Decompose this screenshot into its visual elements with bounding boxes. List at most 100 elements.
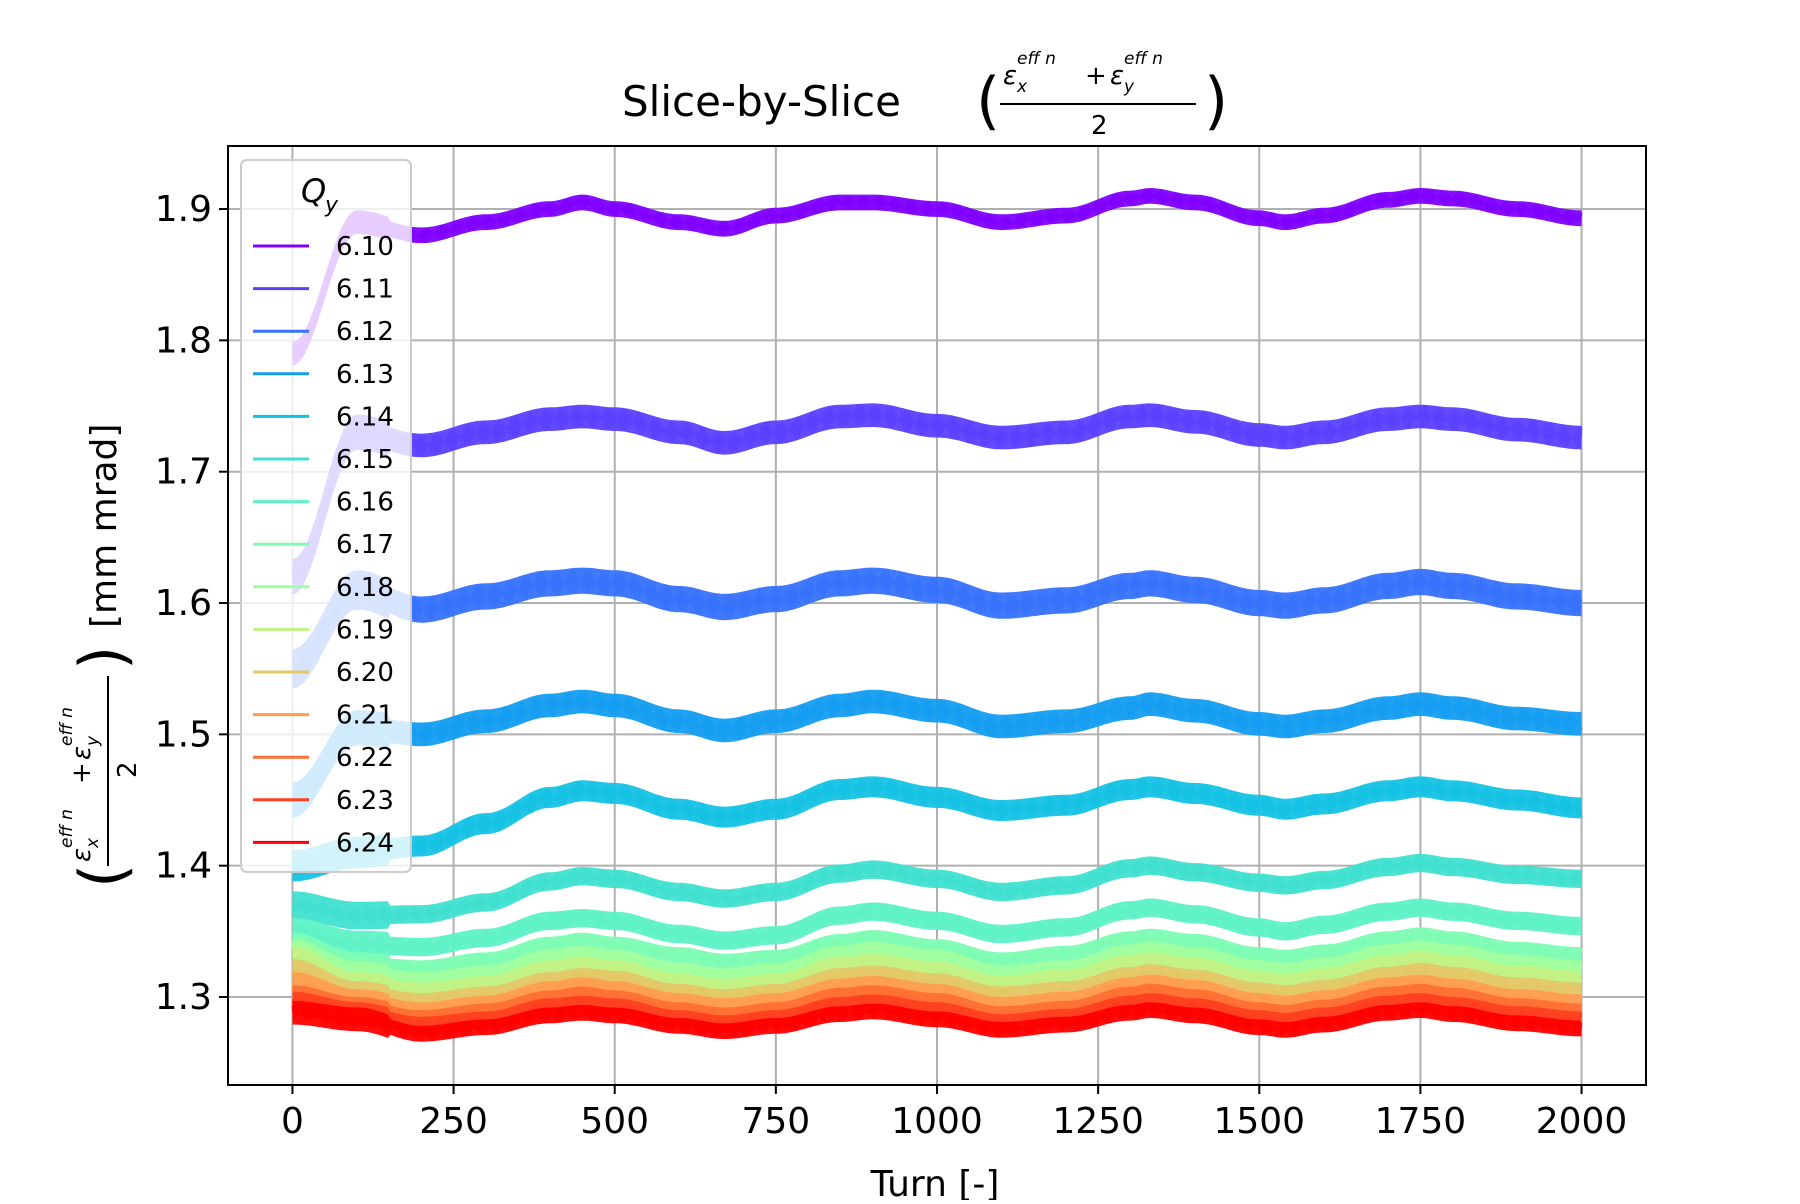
x-tick-label: 0 [281, 1101, 304, 1142]
legend-label: 6.21 [336, 701, 394, 731]
chart-title: Slice-by-Slice ( ε x eff n + ε y eff n 2… [622, 49, 1228, 141]
chart-title-text: Slice-by-Slice [622, 77, 901, 126]
y-tick-label: 1.5 [155, 714, 212, 755]
title-fraction-denominator: 2 [1091, 111, 1108, 141]
y-tick-label: 1.7 [155, 452, 212, 493]
legend-label: 6.10 [336, 232, 394, 262]
series-6.15 [291, 853, 1583, 930]
series-line [291, 963, 1583, 1008]
x-tick-label: 1250 [1052, 1101, 1144, 1142]
y-tick-label: 1.4 [155, 846, 212, 887]
legend-item: 6.12 [253, 317, 394, 347]
legend-label: 6.22 [336, 743, 394, 773]
legend-item: 6.23 [253, 786, 394, 816]
series-band [292, 403, 1582, 595]
series-line [291, 854, 1583, 924]
legend-item: 6.16 [253, 488, 394, 518]
legend-item: 6.10 [253, 232, 394, 262]
title-paren-close: ) [1204, 64, 1228, 137]
series-line [291, 189, 1583, 358]
ylabel-denominator: 2 [113, 761, 143, 778]
legend-item: 6.11 [253, 275, 394, 305]
legend-label: 6.17 [336, 530, 394, 560]
legend-title-sub: y [324, 193, 339, 218]
legend-item: 6.14 [253, 402, 394, 432]
legend-box [240, 159, 412, 873]
x-tick-label: 500 [580, 1101, 649, 1142]
x-tick-label: 1500 [1213, 1101, 1305, 1142]
title-sup-y: eff n [1124, 49, 1163, 69]
legend: Qy 6.10 6.11 6.12 6.13 6.14 6.15 6.16 6.17 6.18 6.… [240, 159, 412, 873]
axis-ticks: 0 250 500 750 1000 1250 1500 1750 2000 1.3 1.4 1.5 1… [155, 189, 1628, 1142]
series-line [291, 1003, 1583, 1041]
series-line [292, 690, 1583, 809]
series-line [291, 951, 1583, 998]
legend-item: 6.15 [253, 445, 394, 475]
series-line [291, 404, 1583, 587]
series-6.14 [291, 776, 1583, 882]
legend-item: 6.18 [253, 573, 394, 603]
title-sub-y: y [1123, 77, 1135, 97]
legend-title: Q [301, 172, 326, 210]
title-fraction-numerator: ε x eff n + ε y eff n [1003, 49, 1163, 97]
ylabel-plus: + [67, 762, 97, 784]
x-tick-label: 1750 [1375, 1101, 1467, 1142]
legend-label: 6.15 [336, 445, 394, 475]
x-tick-label: 750 [742, 1101, 811, 1142]
ylabel-sup-x: eff n [57, 809, 77, 848]
legend-item: 6.21 [253, 701, 394, 731]
ylabel-unit: [mm mrad] [84, 424, 125, 628]
series-6.11 [291, 403, 1583, 595]
y-tick-label: 1.3 [155, 977, 212, 1018]
series-line [291, 899, 1583, 956]
ylabel-eps-x: ε [67, 848, 97, 862]
legend-label: 6.11 [336, 275, 394, 305]
ylabel-paren-open: ( [66, 864, 139, 888]
title-sub-x: x [1016, 77, 1028, 97]
series-6.16 [291, 898, 1583, 960]
title-paren-open: ( [976, 64, 1000, 137]
legend-label: 6.14 [336, 402, 394, 432]
x-tick-label: 1000 [891, 1101, 983, 1142]
x-tick-label: 250 [419, 1101, 488, 1142]
series-6.24 [291, 1000, 1583, 1042]
legend-item: 6.24 [253, 828, 394, 858]
legend-label: 6.13 [336, 360, 394, 390]
plot-series [291, 188, 1583, 1042]
legend-item: 6.13 [253, 360, 394, 390]
legend-item: 6.17 [253, 530, 394, 560]
ylabel-sup-y: eff n [57, 707, 77, 746]
series-band [292, 776, 1582, 882]
title-sup-x: eff n [1017, 49, 1056, 69]
legend-item: 6.19 [253, 615, 394, 645]
ylabel-sub-x: x [83, 837, 103, 849]
series-6.10 [291, 188, 1583, 366]
series-line [291, 569, 1583, 678]
legend-label: 6.20 [336, 658, 394, 688]
ylabel-paren-close: ) [66, 646, 139, 670]
y-tick-label: 1.6 [155, 583, 212, 624]
series-line [291, 975, 1583, 1018]
title-eps-x: ε [1003, 61, 1017, 91]
legend-label: 6.16 [336, 488, 394, 518]
y-tick-label: 1.9 [155, 189, 212, 230]
legend-item: 6.20 [253, 658, 394, 688]
y-axis-label: ( ε x eff n + ε y eff n 2 ) [mm mrad] [57, 424, 143, 888]
y-tick-label: 1.8 [155, 320, 212, 361]
series-band [292, 853, 1582, 930]
legend-item: 6.22 [253, 743, 394, 773]
series-6.12 [291, 567, 1583, 689]
legend-label: 6.19 [336, 615, 394, 645]
series-6.13 [292, 689, 1583, 818]
legend-label: 6.12 [336, 317, 394, 347]
legend-label: 6.24 [336, 828, 394, 858]
series-band [292, 188, 1582, 366]
title-eps-y: ε [1110, 61, 1124, 91]
title-plus: + [1085, 61, 1107, 91]
ylabel-eps-y: ε [67, 746, 97, 760]
legend-label: 6.18 [336, 573, 394, 603]
x-axis-label: Turn [-] [870, 1164, 1000, 1200]
x-tick-label: 2000 [1536, 1101, 1628, 1142]
